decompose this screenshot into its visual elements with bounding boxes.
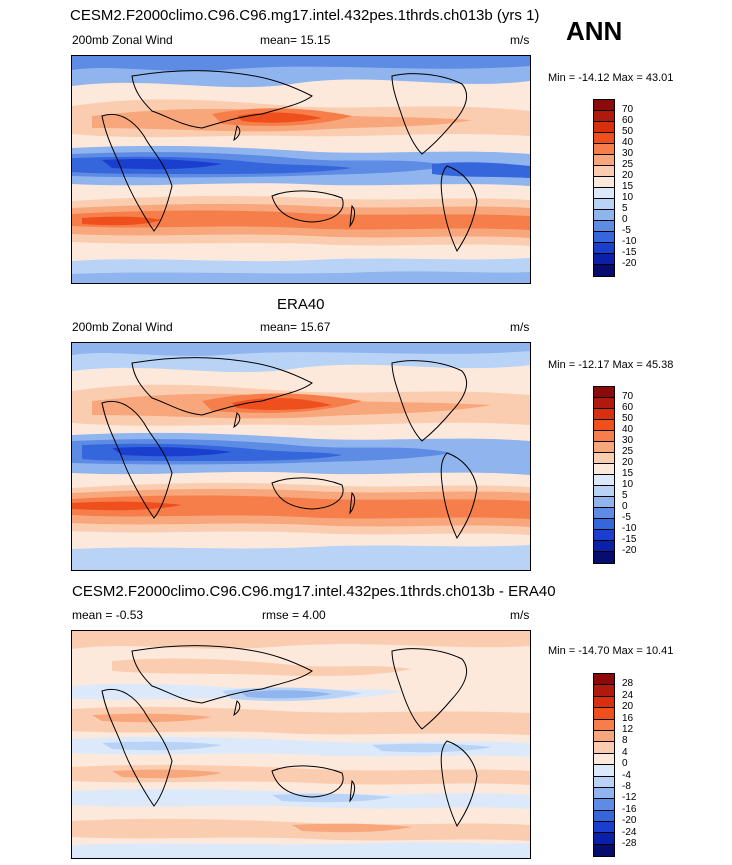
panel-3-level: 12 — [622, 724, 634, 735]
panel-3-map — [71, 630, 531, 859]
panel-3-level: -8 — [622, 781, 631, 792]
panel-2-mean-label: mean= 15.67 — [260, 320, 331, 334]
panel-2-level: 20 — [622, 457, 634, 468]
panel-3-colorbar — [593, 673, 615, 857]
panel-2-level: -20 — [622, 545, 637, 556]
panel-2-level: 50 — [622, 413, 634, 424]
panel-2-level: 70 — [622, 391, 634, 402]
panel-1-level: 30 — [622, 148, 634, 159]
panel-2-level: 5 — [622, 490, 628, 501]
panel-2-level: -5 — [622, 512, 631, 523]
panel-2-title: ERA40 — [277, 296, 325, 313]
panel-1-level: 60 — [622, 115, 634, 126]
panel-1-map — [71, 55, 531, 284]
panel-1-level: 5 — [622, 203, 628, 214]
panel-1-level: 10 — [622, 192, 634, 203]
panel-1-level: 40 — [622, 137, 634, 148]
panel-1-level: -5 — [622, 225, 631, 236]
panel-2-colorbar — [593, 386, 615, 564]
panel-2-level: 25 — [622, 446, 634, 457]
panel-1-left-label: 200mb Zonal Wind — [72, 33, 173, 47]
panel-3-level: 8 — [622, 735, 628, 746]
panel-1-level: 20 — [622, 170, 634, 181]
panel-2-level: 30 — [622, 435, 634, 446]
panel-2-level: 10 — [622, 479, 634, 490]
panel-3-level: 20 — [622, 701, 634, 712]
panel-1-level: -10 — [622, 236, 637, 247]
panel-3-level: -12 — [622, 792, 637, 803]
panel-3-level: 24 — [622, 690, 634, 701]
panel-3-level: -20 — [622, 815, 637, 826]
season-label: ANN — [566, 16, 623, 46]
panel-3-level: 0 — [622, 758, 628, 769]
panel-3-rmse-label: rmse = 4.00 — [262, 608, 326, 622]
panel-2-left-label: 200mb Zonal Wind — [72, 320, 173, 334]
panel-3-minmax: Min = -14.70 Max = 10.41 — [548, 645, 674, 657]
panel-1-mean-label: mean= 15.15 — [260, 33, 331, 47]
panel-1-level: 0 — [622, 214, 628, 225]
panel-3-level: 28 — [622, 678, 634, 689]
panel-1-title: CESM2.F2000climo.C96.C96.mg17.intel.432p… — [70, 7, 540, 24]
panel-1-level: -20 — [622, 258, 637, 269]
panel-2-level: 15 — [622, 468, 634, 479]
panel-1-colorbar — [593, 99, 615, 277]
panel-1-level: -15 — [622, 247, 637, 258]
panel-2-level: -10 — [622, 523, 637, 534]
panel-2-minmax: Min = -12.17 Max = 45.38 — [548, 359, 674, 371]
panel-3-level: -24 — [622, 827, 637, 838]
panel-3-level: 16 — [622, 713, 634, 724]
panel-2-units: m/s — [510, 320, 530, 334]
panel-1-level: 25 — [622, 159, 634, 170]
panel-3-level: -4 — [622, 770, 631, 781]
panel-3-mean-label: mean = -0.53 — [72, 608, 144, 622]
panel-1-level: 50 — [622, 126, 634, 137]
panel-3-level: -28 — [622, 838, 637, 849]
panel-3-level: 4 — [622, 747, 628, 758]
panel-1-level: 70 — [622, 104, 634, 115]
panel-2-level: 0 — [622, 501, 628, 512]
panel-3-units: m/s — [510, 608, 530, 622]
panel-2-map — [71, 342, 531, 571]
panel-2-level: -15 — [622, 534, 637, 545]
panel-1-units: m/s — [510, 33, 530, 47]
panel-3-title: CESM2.F2000climo.C96.C96.mg17.intel.432p… — [72, 583, 556, 600]
panel-2-level: 40 — [622, 424, 634, 435]
panel-3-level: -16 — [622, 804, 637, 815]
panel-1-level: 15 — [622, 181, 634, 192]
panel-1-minmax: Min = -14.12 Max = 43.01 — [548, 72, 674, 84]
panel-2-level: 60 — [622, 402, 634, 413]
